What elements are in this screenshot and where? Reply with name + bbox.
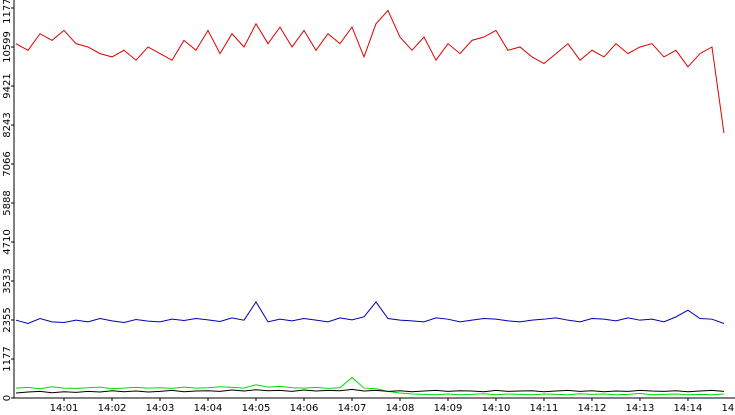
series-line	[15, 301, 725, 325]
x-tick-label: 14:04	[194, 403, 223, 414]
y-tick-label: 7066	[2, 151, 13, 176]
y-tick-label: 4710	[2, 229, 13, 254]
x-tick-label: 14:07	[338, 403, 367, 414]
x-tick-label: 14:08	[386, 403, 415, 414]
y-tick-label: 5888	[2, 190, 13, 215]
x-tick-label: 14:10	[482, 403, 511, 414]
x-tick-label: 14:12	[578, 403, 607, 414]
x-tick-label: 14:01	[50, 403, 79, 414]
y-tick-label: 8243	[2, 112, 13, 137]
x-tick-label: 14:03	[146, 403, 175, 414]
x-tick-label: 14:02	[98, 403, 127, 414]
series-line	[15, 376, 724, 396]
x-tick-label: 14:09	[434, 403, 463, 414]
y-tick-label: 0	[2, 395, 13, 401]
x-tick-label: 14:14	[674, 403, 703, 414]
y-tick-label: 1177	[2, 346, 13, 371]
y-tick-label: 11777	[2, 0, 13, 24]
x-tick-label: 14:06	[290, 403, 319, 414]
series-line	[15, 9, 725, 134]
y-tick-label: 2355	[2, 307, 13, 332]
x-tick-label: 14:11	[530, 403, 559, 414]
y-tick-label: 9421	[2, 73, 13, 98]
x-tick-label: 14:13	[626, 403, 655, 414]
y-tick-label: 3533	[2, 268, 13, 293]
x-tick-label: 14:05	[242, 403, 271, 414]
y-tick-label: 10599	[2, 31, 13, 63]
series-line	[15, 388, 725, 394]
x-tick-label: 14:15	[722, 403, 735, 414]
